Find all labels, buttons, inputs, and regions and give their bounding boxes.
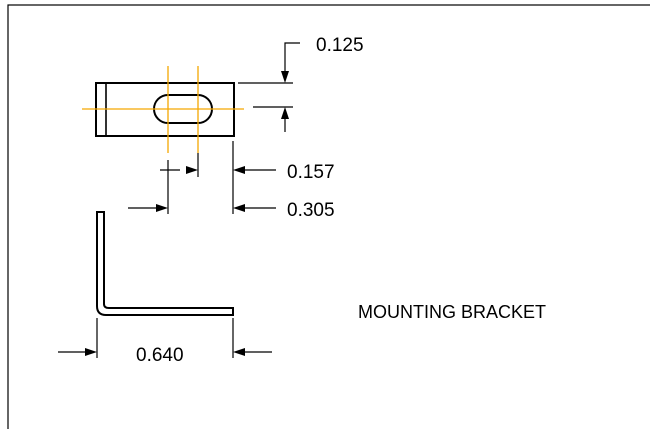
top-view <box>82 66 244 153</box>
dimension-leg-length: 0.640 <box>58 318 272 366</box>
leg-arrow-right <box>233 348 245 356</box>
dimension-slot: 0.157 0.305 <box>128 141 335 221</box>
thickness-label: 0.125 <box>316 35 364 56</box>
dimension-thickness: 0.125 <box>238 35 364 132</box>
drawing-border <box>7 4 650 429</box>
drawing-title: MOUNTING BRACKET <box>358 302 546 322</box>
slot-offset-arrow-right <box>233 204 245 212</box>
side-view <box>96 211 234 316</box>
slot-width-label: 0.157 <box>287 162 335 183</box>
slot-width-arrow-left <box>186 166 198 174</box>
leg-arrow-left <box>85 348 97 356</box>
slot-offset-label: 0.305 <box>287 200 335 221</box>
thickness-arrow-top <box>281 71 289 83</box>
slot-offset-arrow-left <box>156 204 168 212</box>
side-view-outline <box>96 211 234 316</box>
slot-width-arrow-right <box>233 166 245 174</box>
thickness-arrow-bottom <box>281 107 289 119</box>
thickness-leader-top <box>284 42 300 74</box>
leg-length-label: 0.640 <box>136 345 184 366</box>
